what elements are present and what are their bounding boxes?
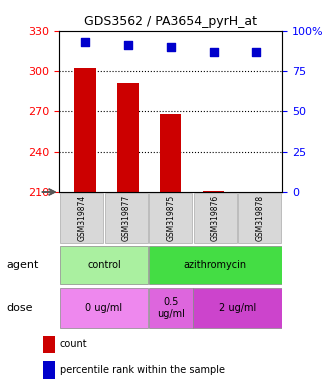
Text: GSM319878: GSM319878 <box>255 195 264 241</box>
Point <box>125 42 131 48</box>
Text: 0 ug/ml: 0 ug/ml <box>85 303 122 313</box>
FancyBboxPatch shape <box>239 193 281 243</box>
Point <box>168 44 174 50</box>
Text: 0.5
ug/ml: 0.5 ug/ml <box>157 297 185 319</box>
Bar <box>203 191 224 192</box>
Text: agent: agent <box>7 260 39 270</box>
Bar <box>160 114 182 192</box>
Title: GDS3562 / PA3654_pyrH_at: GDS3562 / PA3654_pyrH_at <box>84 15 257 28</box>
Text: dose: dose <box>7 303 33 313</box>
FancyBboxPatch shape <box>105 193 148 243</box>
Text: control: control <box>87 260 121 270</box>
FancyBboxPatch shape <box>194 193 237 243</box>
FancyBboxPatch shape <box>60 288 148 328</box>
FancyBboxPatch shape <box>149 193 192 243</box>
FancyBboxPatch shape <box>149 246 282 284</box>
FancyBboxPatch shape <box>60 246 148 284</box>
FancyBboxPatch shape <box>193 288 282 328</box>
FancyBboxPatch shape <box>43 361 55 379</box>
Text: GSM319876: GSM319876 <box>211 195 220 241</box>
Bar <box>74 68 96 192</box>
Text: count: count <box>60 339 87 349</box>
Point <box>211 49 216 55</box>
Text: GSM319874: GSM319874 <box>77 195 86 241</box>
Text: percentile rank within the sample: percentile rank within the sample <box>60 365 225 375</box>
Point <box>254 49 259 55</box>
Text: azithromycin: azithromycin <box>184 260 247 270</box>
FancyBboxPatch shape <box>60 193 103 243</box>
FancyBboxPatch shape <box>149 288 193 328</box>
FancyBboxPatch shape <box>43 336 55 353</box>
Text: 2 ug/ml: 2 ug/ml <box>219 303 256 313</box>
Point <box>82 39 88 45</box>
Bar <box>117 83 139 192</box>
Text: GSM319875: GSM319875 <box>166 195 175 241</box>
Text: GSM319877: GSM319877 <box>122 195 131 241</box>
